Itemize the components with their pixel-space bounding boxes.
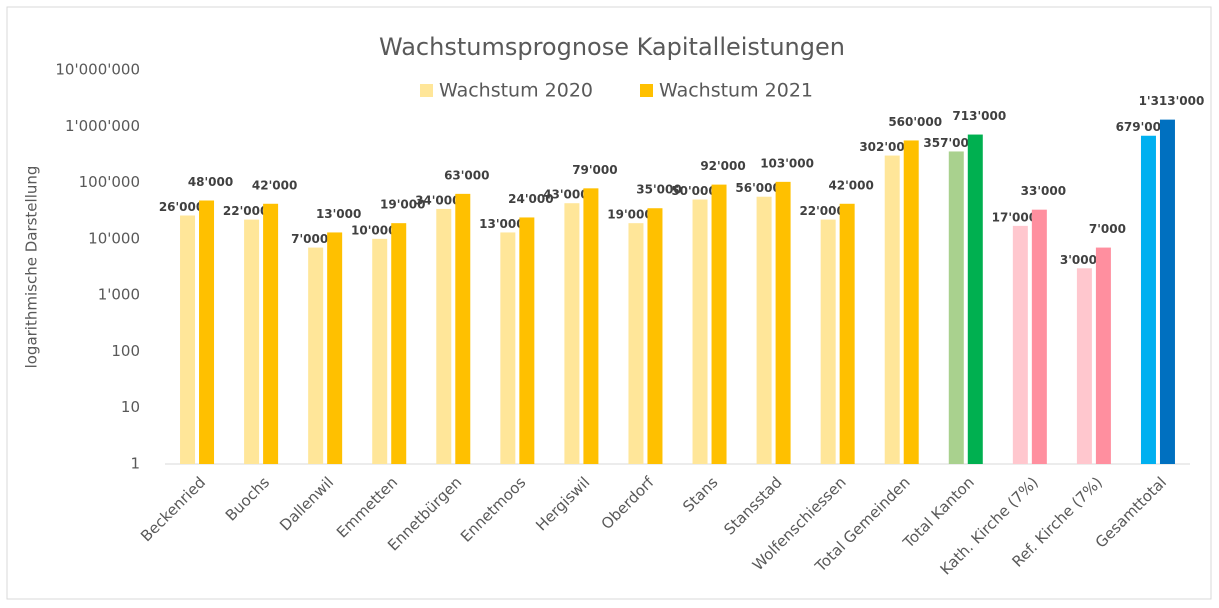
value-label: 79'000 bbox=[572, 163, 617, 177]
bar bbox=[1076, 268, 1092, 464]
bar bbox=[1031, 209, 1047, 464]
value-label: 103'000 bbox=[760, 156, 814, 170]
bar bbox=[839, 203, 855, 465]
value-label: 13'000 bbox=[316, 207, 361, 221]
legend-swatch bbox=[420, 84, 433, 97]
bar bbox=[180, 215, 196, 464]
bar bbox=[903, 140, 919, 464]
y-tick-label: 100 bbox=[111, 342, 140, 360]
bar bbox=[1095, 247, 1111, 464]
bar bbox=[692, 199, 708, 464]
value-label: 33'000 bbox=[1021, 184, 1066, 198]
value-label: 7'000 bbox=[291, 232, 328, 246]
bar bbox=[756, 196, 772, 464]
y-axis-label: logarithmische Darstellung bbox=[23, 166, 41, 369]
value-label: 35'000 bbox=[636, 183, 681, 197]
value-label: 22'000 bbox=[223, 204, 268, 218]
bar bbox=[436, 208, 452, 464]
bar bbox=[244, 219, 260, 464]
bar bbox=[327, 232, 343, 464]
bar bbox=[967, 134, 983, 464]
bar bbox=[583, 188, 599, 464]
legend-label: Wachstum 2021 bbox=[659, 80, 813, 102]
value-label: 560'000 bbox=[888, 115, 942, 129]
value-label: 357'000 bbox=[923, 136, 977, 150]
bar bbox=[519, 217, 535, 464]
bar bbox=[628, 223, 644, 464]
bar bbox=[711, 184, 727, 464]
bar bbox=[1012, 225, 1028, 464]
chart-title: Wachstumsprognose Kapitalleistungen bbox=[379, 33, 845, 61]
bar bbox=[455, 193, 471, 464]
value-label: 679'000 bbox=[1116, 120, 1170, 134]
y-tick-label: 10'000 bbox=[88, 229, 140, 247]
value-label: 302'000 bbox=[859, 140, 913, 154]
value-label: 43'000 bbox=[543, 188, 588, 202]
bar bbox=[372, 238, 388, 464]
bar bbox=[391, 223, 407, 464]
bar bbox=[1159, 119, 1175, 465]
bar bbox=[647, 208, 663, 464]
value-label: 92'000 bbox=[700, 159, 745, 173]
legend-label: Wachstum 2020 bbox=[439, 80, 593, 102]
y-tick-label: 10'000'000 bbox=[55, 61, 140, 79]
value-label: 48'000 bbox=[188, 175, 233, 189]
y-tick-label: 1'000'000 bbox=[65, 117, 140, 135]
value-label: 3'000 bbox=[1060, 253, 1097, 267]
value-label: 713'000 bbox=[952, 109, 1006, 123]
y-tick-label: 10 bbox=[121, 398, 140, 416]
bar bbox=[884, 155, 900, 464]
value-label: 19'000 bbox=[380, 198, 425, 212]
value-label: 13'000 bbox=[479, 217, 524, 231]
value-label: 26'000 bbox=[159, 200, 204, 214]
value-label: 56'000 bbox=[735, 181, 780, 195]
value-label: 22'000 bbox=[799, 204, 844, 218]
bar bbox=[500, 232, 516, 464]
bar bbox=[820, 219, 836, 464]
value-label: 17'000 bbox=[992, 210, 1037, 224]
y-tick-label: 100'000 bbox=[79, 173, 140, 191]
value-label: 1'313'000 bbox=[1139, 94, 1205, 108]
bar bbox=[1140, 135, 1156, 465]
value-label: 63'000 bbox=[444, 168, 489, 182]
bar bbox=[564, 203, 580, 465]
y-tick-label: 1'000 bbox=[98, 286, 140, 304]
y-tick-label: 1 bbox=[130, 455, 140, 473]
value-label: 50'000 bbox=[671, 184, 716, 198]
value-label: 7'000 bbox=[1089, 222, 1126, 236]
value-label: 10'000 bbox=[351, 223, 396, 237]
value-label: 19'000 bbox=[607, 208, 652, 222]
value-label: 42'000 bbox=[828, 178, 873, 192]
bar bbox=[263, 203, 279, 465]
bar bbox=[199, 200, 215, 464]
bar bbox=[775, 181, 791, 464]
value-label: 24'000 bbox=[508, 192, 553, 206]
value-label: 42'000 bbox=[252, 178, 297, 192]
bar bbox=[948, 151, 964, 464]
legend-swatch bbox=[640, 84, 653, 97]
bar bbox=[308, 247, 324, 464]
value-label: 34'000 bbox=[415, 193, 460, 207]
